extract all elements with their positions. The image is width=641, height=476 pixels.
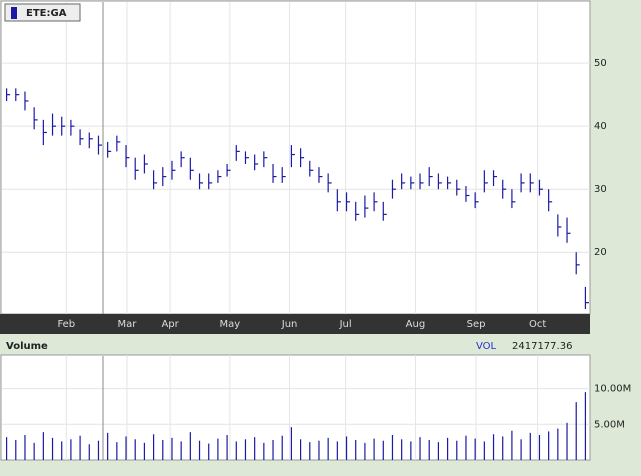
volume-bar	[5, 437, 8, 460]
volume-bar	[61, 441, 63, 460]
volume-bar	[180, 441, 182, 460]
volume-panel	[0, 354, 591, 461]
volume-bar	[345, 436, 348, 460]
volume-bar	[511, 430, 513, 460]
volume-bar	[446, 437, 449, 460]
volume-bar	[437, 442, 440, 460]
volume-bar	[107, 432, 109, 460]
volume-bar	[373, 438, 375, 460]
x-tick-label: Jul	[339, 319, 352, 330]
x-tick-label: Jun	[281, 319, 298, 330]
volume-bar	[474, 438, 476, 460]
legend-swatch	[11, 7, 17, 19]
y-tick-label: 30	[594, 184, 607, 195]
x-tick-label: Mar	[118, 319, 138, 330]
volume-bar	[299, 439, 302, 460]
volume-bar	[309, 442, 311, 460]
volume-bar	[125, 436, 127, 460]
y-tick-label: 10.00M	[594, 384, 631, 395]
volume-title: Volume	[6, 341, 48, 352]
volume-bar	[483, 441, 485, 460]
volume-bar	[290, 427, 293, 460]
volume-bar	[419, 437, 421, 460]
volume-bar	[327, 437, 329, 460]
volume-bar	[51, 437, 54, 460]
y-tick-label: 40	[594, 121, 607, 132]
volume-bar	[410, 441, 412, 460]
volume-bar	[318, 440, 320, 460]
volume-bar	[198, 440, 201, 460]
x-axis-band	[0, 314, 590, 334]
volume-bar	[465, 435, 467, 460]
volume-bar	[226, 435, 228, 460]
volume-bar	[33, 442, 35, 460]
legend-label: ETE:GA	[26, 8, 67, 19]
volume-bar	[116, 442, 118, 460]
volume-bar	[70, 439, 72, 460]
volume-bar	[42, 432, 44, 460]
volume-bar	[557, 428, 559, 460]
volume-bar	[97, 440, 100, 460]
volume-bar	[566, 422, 568, 460]
volume-bar	[520, 439, 522, 460]
volume-bar	[272, 440, 274, 460]
y-tick-label: 5.00M	[594, 419, 625, 430]
volume-bar	[391, 435, 394, 460]
x-tick-label: Aug	[406, 319, 426, 330]
volume-bar	[235, 441, 237, 460]
plot-layer: 20 30 40 50 Feb Mar Apr May Jun Jul Aug Sep Oct 5.00M…	[2, 2, 631, 460]
volume-bar	[584, 392, 587, 460]
volume-bar	[244, 439, 247, 460]
volume-bar	[254, 437, 256, 460]
x-tick-label: Oct	[529, 319, 546, 330]
volume-bar	[171, 437, 173, 460]
volume-bar	[529, 432, 531, 460]
y-tick-label: 20	[594, 247, 607, 258]
volume-bar	[263, 442, 265, 460]
volume-bar	[548, 431, 550, 460]
volume-bar	[162, 440, 164, 460]
volume-bar	[428, 440, 430, 460]
volume-bar	[189, 432, 191, 460]
volume-bar	[134, 439, 136, 460]
volume-bar	[88, 444, 90, 460]
volume-bar	[217, 438, 219, 460]
volume-bar	[492, 434, 495, 460]
volume-bar	[336, 441, 338, 460]
volume-bar	[79, 435, 81, 460]
volume-bar	[208, 443, 210, 460]
x-tick-label: Feb	[57, 319, 75, 330]
x-tick-label: May	[220, 319, 241, 330]
x-tick-label: Sep	[467, 319, 486, 330]
volume-last-value: 2417177.36	[512, 341, 572, 352]
volume-bar	[502, 436, 504, 460]
volume-bar	[538, 435, 541, 460]
price-panel	[0, 0, 591, 315]
volume-bar	[355, 440, 357, 460]
volume-bar	[152, 434, 155, 460]
volume-bar	[364, 442, 366, 460]
legend-box	[4, 3, 81, 22]
volume-bar	[456, 440, 458, 460]
volume-bar	[575, 402, 577, 460]
x-tick-label: Apr	[161, 319, 179, 330]
volume-bar	[401, 439, 403, 460]
volume-bar	[24, 435, 26, 460]
volume-bar	[281, 435, 283, 460]
volume-bar	[15, 440, 17, 460]
volume-series-label: VOL	[476, 341, 497, 352]
y-tick-label: 50	[594, 58, 607, 69]
volume-bar	[382, 440, 384, 460]
volume-bar	[143, 442, 146, 460]
